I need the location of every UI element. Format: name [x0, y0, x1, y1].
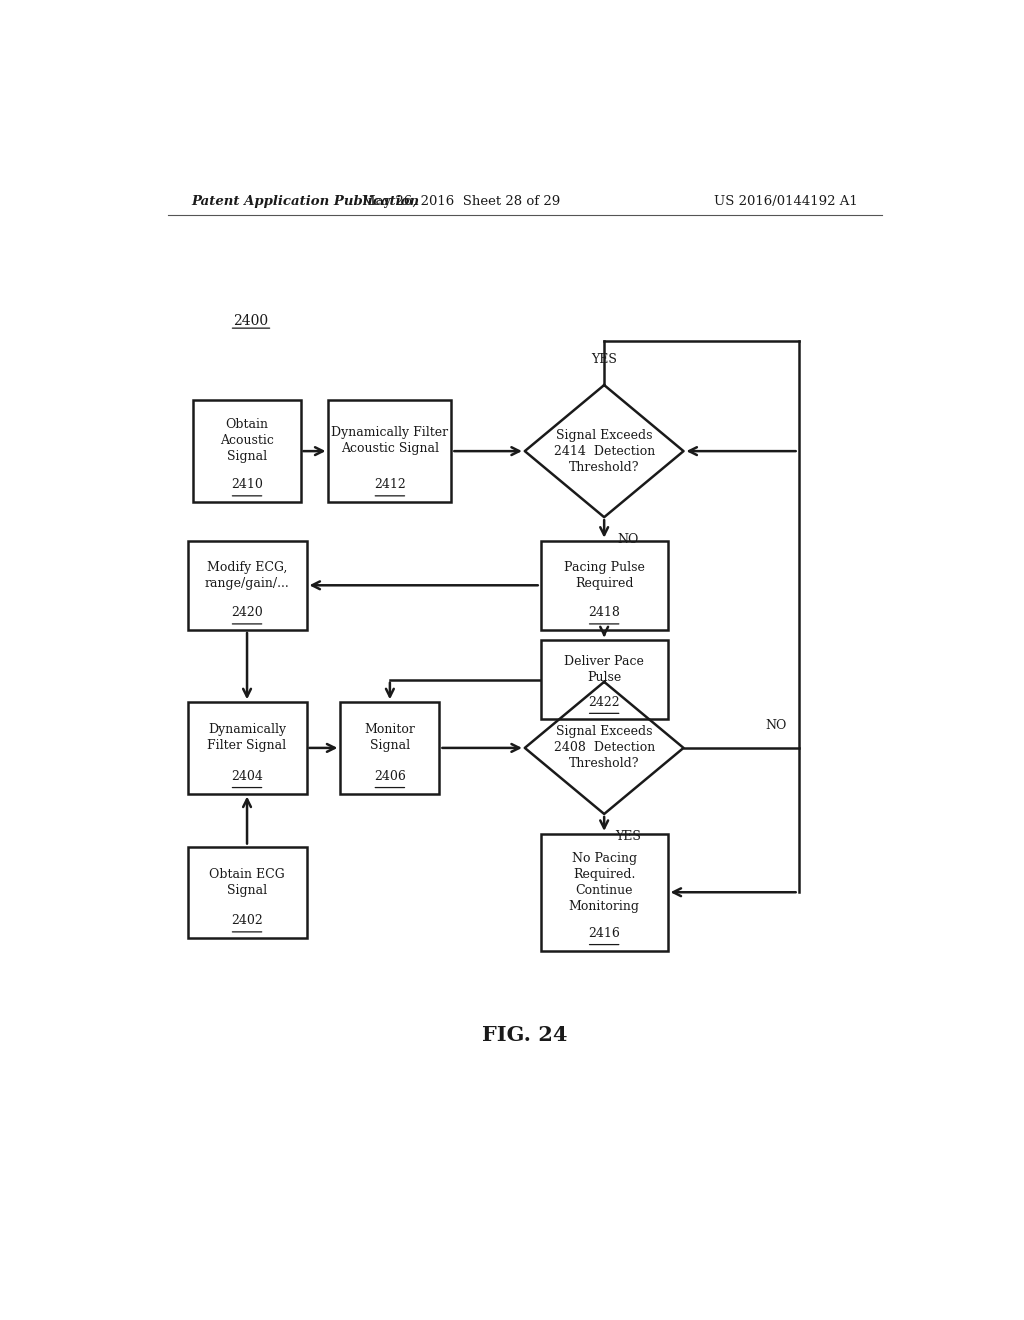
Text: Signal Exceeds
2414  Detection
Threshold?: Signal Exceeds 2414 Detection Threshold? [554, 429, 654, 474]
Text: 2404: 2404 [231, 770, 263, 783]
Text: Monitor
Signal: Monitor Signal [365, 723, 416, 752]
Text: 2412: 2412 [374, 478, 406, 491]
Text: Patent Application Publication: Patent Application Publication [191, 194, 420, 207]
Text: 2422: 2422 [589, 696, 620, 709]
Text: Obtain
Acoustic
Signal: Obtain Acoustic Signal [220, 418, 274, 463]
Bar [340, 702, 439, 793]
Text: 2402: 2402 [231, 915, 263, 927]
Text: Obtain ECG
Signal: Obtain ECG Signal [209, 867, 285, 896]
Bar [541, 541, 668, 630]
Text: US 2016/0144192 A1: US 2016/0144192 A1 [715, 194, 858, 207]
Text: YES: YES [591, 354, 617, 366]
Text: Modify ECG,
range/gain/...: Modify ECG, range/gain/... [205, 561, 290, 590]
Bar [187, 702, 306, 793]
Bar [329, 400, 452, 502]
Text: NO: NO [617, 533, 639, 546]
Text: YES: YES [615, 830, 641, 843]
Bar [187, 541, 306, 630]
Text: Dynamically
Filter Signal: Dynamically Filter Signal [208, 723, 287, 752]
Text: 2416: 2416 [588, 927, 621, 940]
Text: 2410: 2410 [231, 478, 263, 491]
Bar [194, 400, 301, 502]
Bar [541, 834, 668, 950]
Text: Dynamically Filter
Acoustic Signal: Dynamically Filter Acoustic Signal [332, 426, 449, 455]
Text: NO: NO [766, 719, 787, 733]
Text: 2418: 2418 [588, 606, 621, 619]
Text: 2400: 2400 [233, 314, 268, 329]
Text: May 26, 2016  Sheet 28 of 29: May 26, 2016 Sheet 28 of 29 [362, 194, 560, 207]
Text: Pacing Pulse
Required: Pacing Pulse Required [564, 561, 644, 590]
Text: 2420: 2420 [231, 606, 263, 619]
Text: No Pacing
Required.
Continue
Monitoring: No Pacing Required. Continue Monitoring [568, 851, 640, 912]
Text: FIG. 24: FIG. 24 [482, 1024, 567, 1044]
Text: Signal Exceeds
2408  Detection
Threshold?: Signal Exceeds 2408 Detection Threshold? [554, 726, 654, 771]
Text: 2406: 2406 [374, 770, 406, 783]
Bar [541, 640, 668, 719]
Text: Deliver Pace
Pulse: Deliver Pace Pulse [564, 655, 644, 684]
Bar [187, 846, 306, 939]
